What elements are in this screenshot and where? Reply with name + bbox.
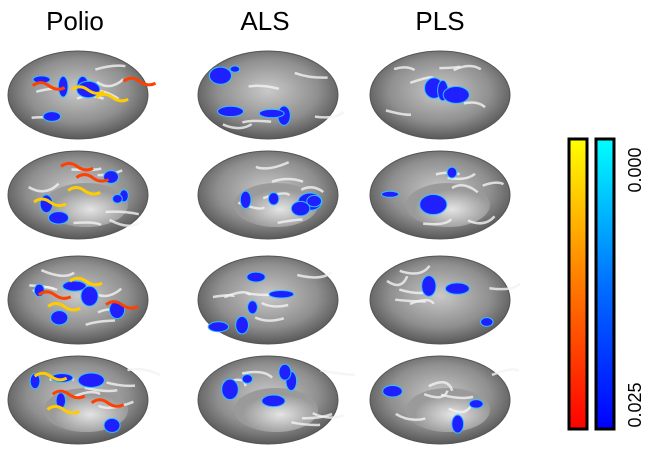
activation-blue [43, 112, 60, 122]
activation-blue [445, 283, 469, 294]
colorbar-warm [569, 139, 587, 429]
brain [8, 151, 148, 239]
brain [370, 356, 518, 444]
activation-blue [222, 379, 239, 399]
sulcus [492, 369, 518, 375]
activation-blue [78, 373, 104, 387]
column-title: ALS [240, 6, 289, 36]
brain [198, 356, 355, 444]
activation-blue [248, 301, 258, 314]
cortex [8, 256, 148, 344]
brain [198, 51, 343, 139]
brain [8, 51, 156, 139]
brain [370, 51, 510, 139]
activation-blue [209, 67, 231, 84]
activation-blue [268, 193, 278, 205]
activation-blue [208, 322, 228, 332]
figure: Polio ALS PLS 0.000 0.025 [0, 0, 649, 458]
activation-blue [383, 386, 403, 397]
activation-blue [240, 191, 251, 208]
activation-blue [279, 364, 291, 380]
brain-grid [8, 51, 520, 444]
activation-blue [443, 87, 469, 104]
activation-blue [452, 415, 464, 433]
activation-blue [259, 109, 284, 117]
colorbar-label: 0.000 [625, 147, 645, 192]
activation-blue [51, 311, 68, 325]
brain [198, 256, 338, 344]
sulcus [321, 370, 356, 375]
cortex [8, 51, 148, 139]
activation-blue [422, 276, 436, 297]
activation-blue [104, 418, 120, 432]
activation-blue [218, 106, 244, 116]
brain [198, 151, 338, 239]
activation-blue [262, 395, 285, 407]
activation-blue [49, 212, 69, 224]
activation-blue [291, 201, 310, 215]
colorbar-cool [596, 139, 614, 429]
activation-blue [247, 272, 265, 282]
activation-blue [230, 66, 240, 72]
brain [8, 356, 160, 444]
medial-wall [406, 388, 490, 432]
activation-blue [81, 286, 98, 306]
activation-blue [269, 290, 294, 298]
activation-blue [447, 167, 457, 178]
colorbar-label: 0.025 [625, 382, 645, 427]
activation-blue [58, 76, 68, 97]
brain [8, 256, 148, 344]
brain [370, 151, 510, 239]
column-title: PLS [415, 6, 464, 36]
activation-blue [381, 191, 398, 197]
activation-blue [420, 195, 447, 215]
activation-blue [469, 400, 483, 408]
activation-blue [242, 374, 252, 383]
activation-blue [236, 316, 249, 334]
activation-blue [113, 195, 123, 204]
column-title: Polio [46, 6, 104, 36]
activation-blue [481, 318, 494, 327]
cortex [198, 51, 338, 139]
cortex [370, 256, 510, 344]
brain [370, 256, 520, 344]
